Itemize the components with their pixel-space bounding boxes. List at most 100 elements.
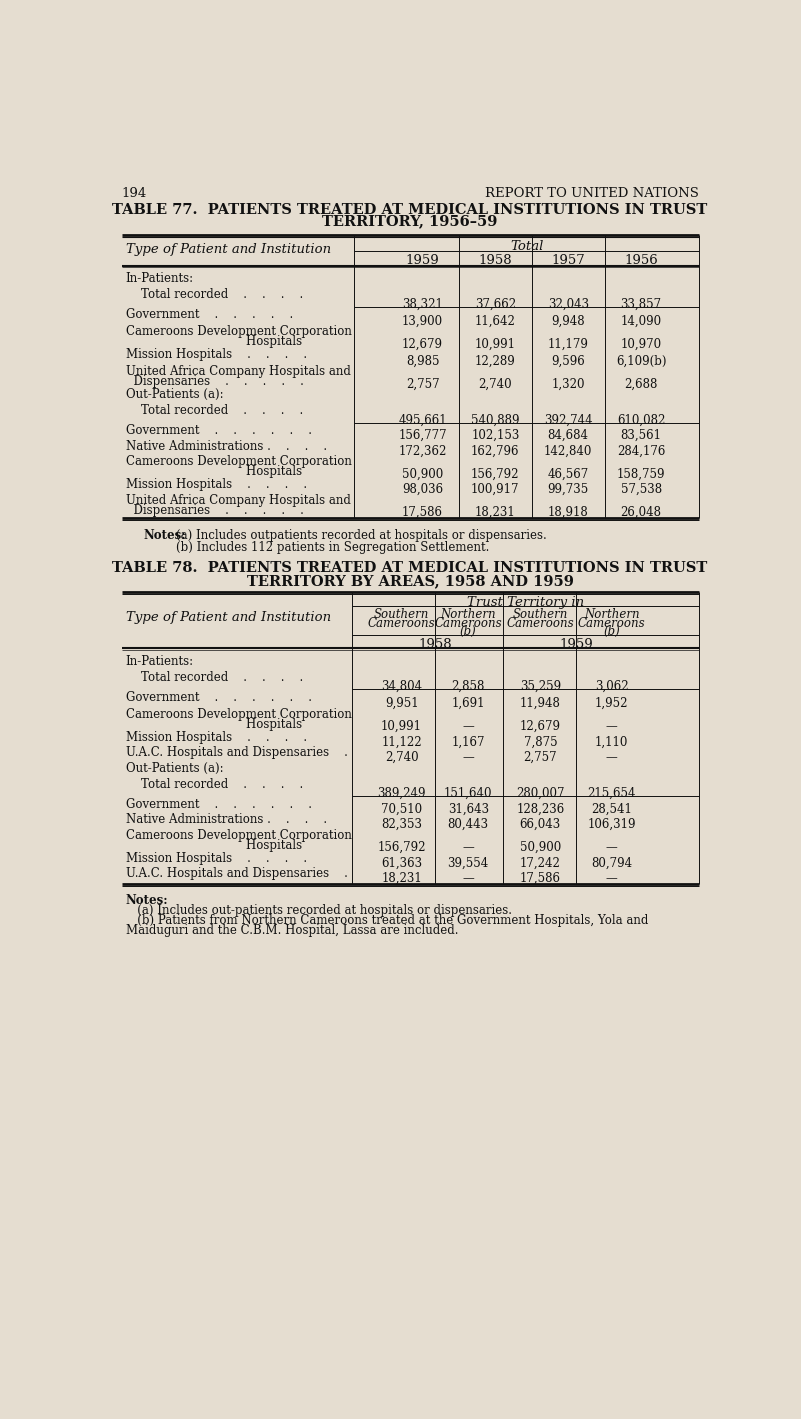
Text: 17,242: 17,242: [520, 856, 561, 870]
Text: 1,691: 1,691: [452, 697, 485, 710]
Text: 280,007: 280,007: [516, 788, 565, 800]
Text: TABLE 78.  PATIENTS TREATED AT MEDICAL INSTITUTIONS IN TRUST: TABLE 78. PATIENTS TREATED AT MEDICAL IN…: [112, 562, 708, 576]
Text: Southern: Southern: [513, 609, 568, 622]
Text: Total recorded    .    .    .    .: Total recorded . . . .: [126, 288, 303, 301]
Text: Cameroons: Cameroons: [434, 617, 502, 630]
Text: Cameroons: Cameroons: [578, 617, 646, 630]
Text: Mission Hospitals    .    .    .    .: Mission Hospitals . . . .: [126, 731, 307, 744]
Text: 99,735: 99,735: [548, 482, 589, 495]
Text: (b): (b): [460, 626, 477, 639]
Text: 38,321: 38,321: [402, 298, 443, 311]
Text: 82,353: 82,353: [381, 817, 422, 832]
Text: Hospitals: Hospitals: [126, 335, 302, 348]
Text: In-Patients:: In-Patients:: [126, 272, 194, 285]
Text: 1,952: 1,952: [595, 697, 628, 710]
Text: Cameroons: Cameroons: [368, 617, 436, 630]
Text: Mission Hospitals    .    .    .    .: Mission Hospitals . . . .: [126, 851, 307, 864]
Text: 50,900: 50,900: [520, 841, 561, 854]
Text: Hospitals: Hospitals: [126, 465, 302, 478]
Text: 1956: 1956: [624, 254, 658, 267]
Text: 50,900: 50,900: [402, 467, 443, 481]
Text: Cameroons Development Corporation: Cameroons Development Corporation: [126, 325, 352, 338]
Text: 84,684: 84,684: [548, 429, 589, 441]
Text: 17,586: 17,586: [520, 871, 561, 885]
Text: 2,740: 2,740: [478, 377, 512, 390]
Text: Mission Hospitals    .    .    .    .: Mission Hospitals . . . .: [126, 478, 307, 491]
Text: Government    .    .    .    .    .    .: Government . . . . . .: [126, 424, 312, 437]
Text: 1,167: 1,167: [452, 735, 485, 748]
Text: In-Patients:: In-Patients:: [126, 654, 194, 667]
Text: Dispensaries    .    .    .    .    .: Dispensaries . . . . .: [126, 375, 304, 389]
Text: 1959: 1959: [559, 637, 593, 651]
Text: 66,043: 66,043: [520, 817, 561, 832]
Text: Government    .    .    .    .    .: Government . . . . .: [126, 308, 293, 321]
Text: Northern: Northern: [584, 609, 639, 622]
Text: 10,970: 10,970: [621, 338, 662, 350]
Text: —: —: [606, 871, 618, 885]
Text: 142,840: 142,840: [544, 444, 593, 457]
Text: 1958: 1958: [418, 637, 452, 651]
Text: Cameroons Development Corporation: Cameroons Development Corporation: [126, 829, 352, 841]
Text: 10,991: 10,991: [381, 719, 422, 734]
Text: Out-Patients (a):: Out-Patients (a):: [126, 389, 223, 402]
Text: Cameroons Development Corporation: Cameroons Development Corporation: [126, 708, 352, 721]
Text: 31,643: 31,643: [448, 803, 489, 816]
Text: 2,757: 2,757: [406, 377, 439, 390]
Text: 215,654: 215,654: [587, 788, 636, 800]
Text: U.A.C. Hospitals and Dispensaries    .: U.A.C. Hospitals and Dispensaries .: [126, 746, 348, 759]
Text: 11,122: 11,122: [381, 735, 422, 748]
Text: Mission Hospitals    .    .    .    .: Mission Hospitals . . . .: [126, 348, 307, 362]
Text: (a) Includes outpatients recorded at hospitals or dispensaries.: (a) Includes outpatients recorded at hos…: [176, 529, 547, 542]
Text: 7,875: 7,875: [524, 735, 557, 748]
Text: 162,796: 162,796: [471, 444, 520, 457]
Text: 194: 194: [122, 187, 147, 200]
Text: 158,759: 158,759: [617, 467, 666, 481]
Text: 6,109(b): 6,109(b): [616, 355, 666, 368]
Text: —: —: [606, 719, 618, 734]
Text: Cameroons Development Corporation: Cameroons Development Corporation: [126, 455, 352, 468]
Text: 610,082: 610,082: [617, 413, 666, 427]
Text: 151,640: 151,640: [444, 788, 493, 800]
Text: —: —: [462, 719, 474, 734]
Text: 1959: 1959: [405, 254, 440, 267]
Text: Total recorded    .    .    .    .: Total recorded . . . .: [126, 778, 303, 790]
Text: 18,918: 18,918: [548, 507, 589, 519]
Text: 61,363: 61,363: [381, 856, 422, 870]
Text: 98,036: 98,036: [402, 482, 443, 495]
Text: 18,231: 18,231: [381, 871, 422, 885]
Text: Total recorded    .    .    .    .: Total recorded . . . .: [126, 404, 303, 417]
Text: 12,289: 12,289: [475, 355, 516, 368]
Text: Notes:: Notes:: [143, 529, 186, 542]
Text: 83,561: 83,561: [621, 429, 662, 441]
Text: 18,231: 18,231: [475, 507, 516, 519]
Text: Type of Patient and Institution: Type of Patient and Institution: [126, 612, 331, 624]
Text: 9,951: 9,951: [384, 697, 418, 710]
Text: 39,554: 39,554: [448, 856, 489, 870]
Text: 11,948: 11,948: [520, 697, 561, 710]
Text: 1,320: 1,320: [551, 377, 585, 390]
Text: 284,176: 284,176: [617, 444, 666, 457]
Text: —: —: [606, 751, 618, 763]
Text: 106,319: 106,319: [587, 817, 636, 832]
Text: Dispensaries    .    .    .    .    .: Dispensaries . . . . .: [126, 504, 304, 517]
Text: 128,236: 128,236: [516, 803, 565, 816]
Text: 46,567: 46,567: [548, 467, 589, 481]
Text: —: —: [462, 871, 474, 885]
Text: 32,043: 32,043: [548, 298, 589, 311]
Text: 14,090: 14,090: [621, 314, 662, 328]
Text: 1,110: 1,110: [595, 735, 628, 748]
Text: Northern: Northern: [441, 609, 496, 622]
Text: TERRITORY, 1956–59: TERRITORY, 1956–59: [323, 214, 497, 228]
Text: 1957: 1957: [551, 254, 585, 267]
Text: Notes:: Notes:: [126, 894, 168, 907]
Text: (b) Includes 112 patients in Segregation Settlement.: (b) Includes 112 patients in Segregation…: [176, 541, 489, 553]
Text: 172,362: 172,362: [398, 444, 447, 457]
Text: 80,443: 80,443: [448, 817, 489, 832]
Text: 57,538: 57,538: [621, 482, 662, 495]
Text: 26,048: 26,048: [621, 507, 662, 519]
Text: 156,792: 156,792: [471, 467, 520, 481]
Text: Trust Territory in: Trust Territory in: [467, 596, 584, 609]
Text: 389,249: 389,249: [377, 788, 426, 800]
Text: 9,596: 9,596: [551, 355, 585, 368]
Text: Out-Patients (a):: Out-Patients (a):: [126, 762, 223, 775]
